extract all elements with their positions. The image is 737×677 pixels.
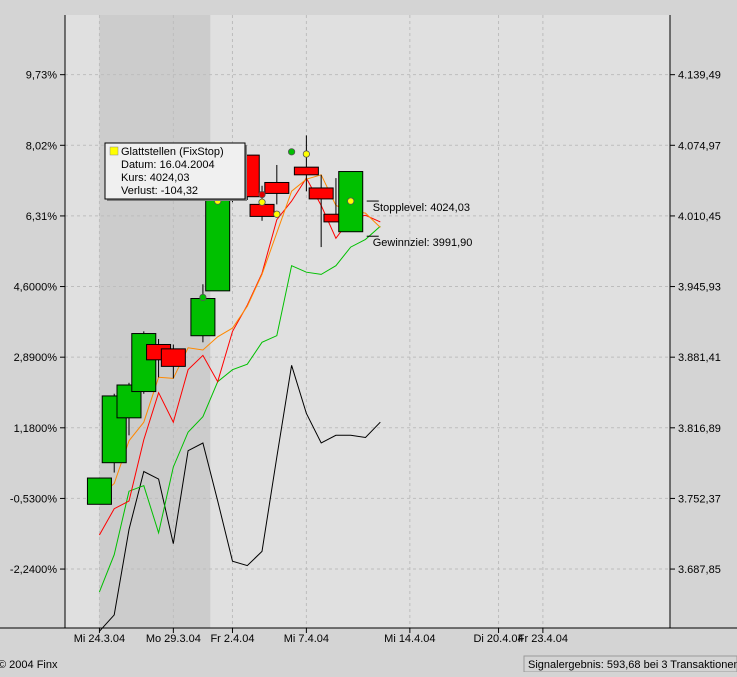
tooltip-line-loss: Verlust: -104,32 — [121, 185, 198, 197]
black-band-line — [99, 365, 381, 632]
status-bar: © 2004 Finx Signalergebnis: 593,68 bei 3… — [0, 655, 737, 673]
candle-body — [86, 477, 112, 505]
red-band-line — [98, 177, 381, 536]
right-tick-label: 3.816,89 — [678, 423, 721, 435]
right-axis: 4.139,49 4.074,97 4.010,45 3.945,93 3.881,41… — [670, 70, 721, 576]
yellow-signal-marker — [258, 198, 266, 206]
left-tick-label: 8,02% — [26, 140, 57, 152]
tooltip-background — [104, 142, 246, 200]
markers-layer — [199, 148, 355, 302]
tooltip-line-date: Datum: 16.04.2004 — [121, 159, 215, 171]
right-tick-label: 3.687,85 — [678, 564, 721, 576]
x-tick-label: Di 20.4.04 — [473, 633, 523, 645]
down-candle — [264, 164, 290, 205]
tooltip-legend-swatch — [109, 146, 119, 156]
green-band-line — [98, 225, 381, 593]
candle-body — [190, 298, 216, 337]
candles-layer — [86, 135, 364, 505]
down-candle — [293, 135, 319, 192]
yellow-signal-marker — [302, 150, 310, 158]
right-tick-label: 3.752,37 — [678, 493, 721, 505]
left-tick-label: 2,8900% — [14, 352, 58, 364]
candle-body — [205, 191, 231, 292]
up-candle — [131, 331, 157, 394]
tooltip-title: Glattstellen (FixStop) — [121, 146, 224, 158]
x-axis: Mi 24.3.04 Mo 29.3.04 Fr 2.4.04 Mi 7.4.04 Mi… — [74, 628, 568, 645]
candle-body — [160, 348, 186, 367]
down-candle — [308, 174, 334, 248]
x-tick-label: Mi 7.4.04 — [284, 633, 329, 645]
bands-layer — [98, 174, 381, 632]
copyright-text: © 2004 Finx — [0, 659, 58, 671]
tooltip-line-price: Kurs: 4024,03 — [121, 172, 190, 184]
right-tick-label: 3.945,93 — [678, 282, 721, 294]
target-level-label: Gewinnziel: 3991,90 — [373, 237, 473, 249]
yellow-signal-marker — [273, 210, 281, 218]
up-candle — [86, 477, 112, 505]
right-tick-label: 4.074,97 — [678, 140, 721, 152]
yellow-signal-marker — [347, 197, 355, 205]
candle-body — [308, 187, 334, 200]
gridlines — [65, 15, 670, 628]
candle-body — [293, 166, 319, 176]
candle-body — [131, 333, 157, 393]
left-tick-label: 4,6000% — [14, 282, 58, 294]
x-tick-label: Mi 14.4.04 — [384, 633, 435, 645]
candle-body — [249, 203, 275, 217]
stop-level-label: Stopplevel: 4024,03 — [373, 202, 470, 214]
right-tick-label: 4.139,49 — [678, 70, 721, 82]
x-tick-label: Mo 29.3.04 — [146, 633, 201, 645]
x-tick-label: Mi 24.3.04 — [74, 633, 125, 645]
left-tick-label: -2,2400% — [10, 564, 57, 576]
green-signal-marker — [199, 293, 207, 302]
up-candle — [190, 284, 216, 343]
orange-band-line — [99, 174, 381, 497]
left-tick-label: 6,31% — [26, 211, 57, 223]
left-tick-label: -0,5300% — [10, 493, 57, 505]
left-axis: 9,73% 8,02% 6,31% 4,6000% 2,8900% 1,1800% -0,5… — [10, 70, 65, 576]
left-tick-label: 1,1800% — [14, 423, 58, 435]
red-signal-marker — [258, 190, 266, 199]
tooltip-box: Glattstellen (FixStop) Datum: 16.04.2004… — [104, 142, 247, 201]
right-tick-label: 3.881,41 — [678, 352, 721, 364]
right-tick-label: 4.010,45 — [678, 211, 721, 223]
signal-result-text: Signalergebnis: 593,68 bei 3 Transaktion… — [528, 659, 737, 671]
green-signal-marker — [287, 148, 296, 156]
annotations-layer: Stopplevel: 4024,03 Gewinnziel: 3991,90 — [366, 200, 473, 249]
x-tick-label: Fr 2.4.04 — [210, 633, 254, 645]
left-tick-label: 9,73% — [26, 70, 57, 82]
up-candle — [205, 191, 231, 292]
down-candle — [160, 344, 186, 379]
x-tick-label: Fr 23.4.04 — [518, 633, 568, 645]
candle-body — [264, 181, 290, 194]
